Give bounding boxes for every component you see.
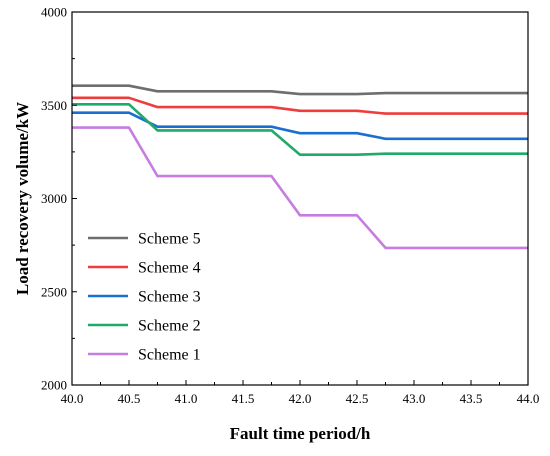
x-tick-label: 40.0 [61, 391, 84, 406]
x-tick-label: 41.0 [175, 391, 198, 406]
x-tick-label: 40.5 [118, 391, 141, 406]
series-line-scheme-5 [72, 84, 528, 96]
x-tick-label: 44.0 [517, 391, 540, 406]
legend-label: Scheme 3 [138, 289, 201, 306]
x-tick-label: 43.0 [403, 391, 426, 406]
legend-label: Scheme 5 [138, 231, 201, 248]
y-tick-label: 4000 [41, 5, 67, 20]
legend-label: Scheme 2 [138, 318, 201, 335]
y-tick-label: 2500 [41, 284, 67, 299]
y-tick-label: 3000 [41, 191, 67, 206]
series-line-scheme-1 [72, 126, 528, 250]
y-tick-label: 2000 [41, 378, 67, 393]
x-tick-label: 42.0 [289, 391, 312, 406]
legend-label: Scheme 1 [138, 347, 201, 364]
series-lines [72, 84, 528, 250]
x-tick-label: 41.5 [232, 391, 255, 406]
series-line-scheme-3 [72, 111, 528, 141]
x-tick-label: 42.5 [346, 391, 369, 406]
axis-ticks: 40.0 40.5 41.0 41.5 42.0 42.5 43.0 43.5 44.0 2000… [41, 5, 539, 407]
x-tick-label: 43.5 [460, 391, 483, 406]
x-axis-title: Fault time period/h [230, 424, 371, 443]
series-line-scheme-4 [72, 96, 528, 115]
legend: Scheme 5 Scheme 4 Scheme 3 Scheme 2 Scheme 1 [88, 231, 201, 364]
legend-label: Scheme 4 [138, 260, 201, 277]
y-axis-title: Load recovery volume/kW [13, 102, 32, 295]
series-line-scheme-2 [72, 103, 528, 156]
y-tick-label: 3500 [41, 98, 67, 113]
